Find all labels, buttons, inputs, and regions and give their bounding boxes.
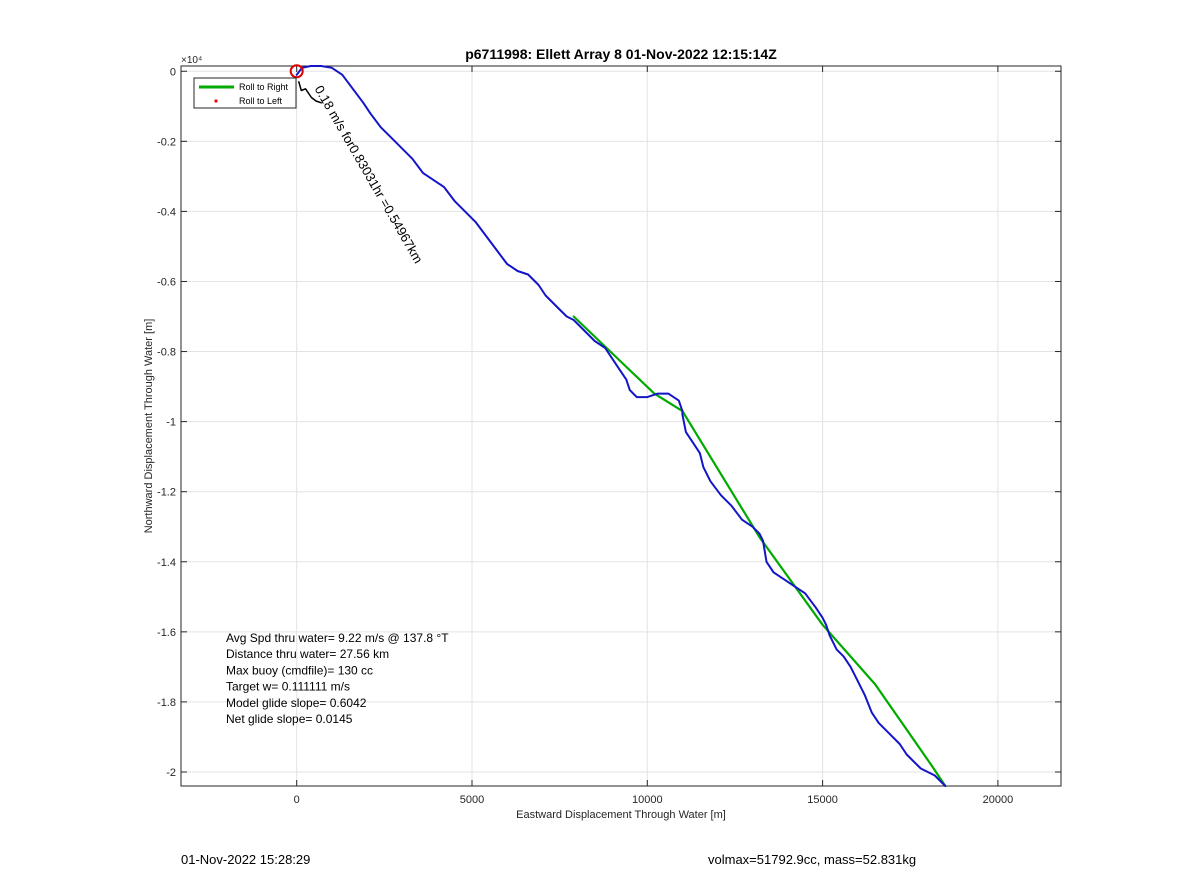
y-tick-label: -0.2 — [157, 136, 176, 148]
y-tick-label: -1.4 — [157, 557, 176, 569]
legend-label-roll-left: Roll to Left — [239, 96, 283, 106]
stats-block: Avg Spd thru water= 9.22 m/s @ 137.8 °T … — [226, 631, 449, 726]
plot-area — [180, 65, 1062, 787]
legend-swatch-roll-left — [214, 99, 218, 103]
x-tick-label: 5000 — [460, 794, 484, 806]
footer-timestamp: 01-Nov-2022 15:28:29 — [181, 852, 311, 867]
stat-max-buoy: Max buoy (cmdfile)= 130 cc — [226, 663, 373, 677]
y-tick-label: -1.2 — [157, 487, 176, 499]
series-line-0 — [572, 315, 947, 788]
y-tick-label: -1.6 — [157, 627, 176, 639]
y-tick-label: -1.8 — [157, 697, 176, 709]
y-tick-label: 0 — [170, 66, 176, 78]
y-axis-label: Northward Displacement Through Water [m] — [143, 319, 155, 534]
legend-label-roll-right: Roll to Right — [239, 82, 289, 92]
stat-net-glide: Net glide slope= 0.0145 — [226, 712, 353, 726]
x-tick-label: 20000 — [983, 794, 1014, 806]
legend: Roll to Right Roll to Left — [193, 77, 297, 109]
stat-avg-speed: Avg Spd thru water= 9.22 m/s @ 137.8 °T — [226, 631, 449, 645]
y-tick-label: -0.6 — [157, 276, 176, 288]
series-line-2 — [298, 81, 322, 104]
stat-distance: Distance thru water= 27.56 km — [226, 647, 389, 661]
chart-title: p6711998: Ellett Array 8 01-Nov-2022 12:… — [465, 46, 777, 62]
axis-ticks: 0 5000 10000 15000 20000 0 -0.2 -0.4 -0.6 -0.8 -1 -… — [157, 66, 1061, 806]
series-group — [295, 65, 947, 788]
y-axis-exponent: ×10⁴ — [181, 55, 202, 66]
start-marker — [289, 64, 304, 79]
x-tick-label: 15000 — [807, 794, 838, 806]
y-tick-label: -0.4 — [157, 206, 176, 218]
grid — [181, 66, 1061, 786]
footer-volmax-mass: volmax=51792.9cc, mass=52.831kg — [708, 852, 917, 867]
y-tick-label: -2 — [166, 767, 176, 779]
stat-model-glide: Model glide slope= 0.6042 — [226, 696, 367, 710]
x-tick-label: 0 — [294, 794, 300, 806]
series-line-1 — [295, 65, 947, 787]
y-tick-label: -1 — [166, 417, 176, 429]
x-axis-label: Eastward Displacement Through Water [m] — [516, 809, 726, 821]
x-tick-label: 10000 — [632, 794, 663, 806]
legend-box — [193, 77, 297, 109]
y-tick-label: -0.8 — [157, 347, 176, 359]
stat-target-w: Target w= 0.111111 m/s — [226, 680, 350, 694]
